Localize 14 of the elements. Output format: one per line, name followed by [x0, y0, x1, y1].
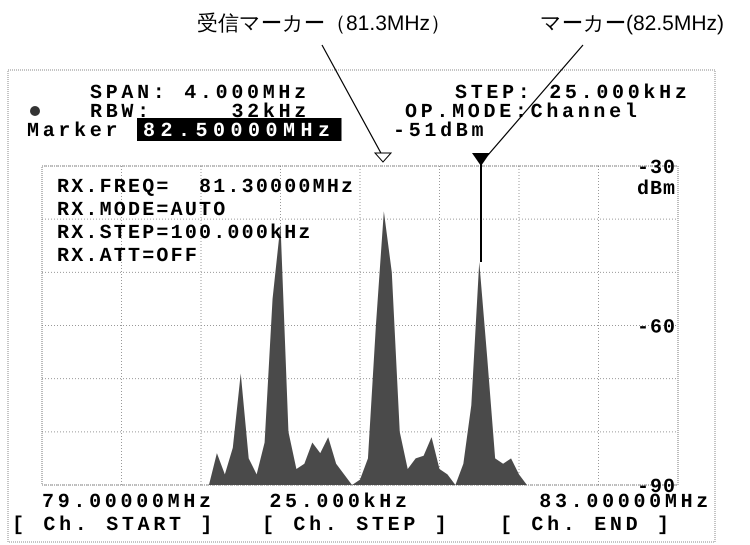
text: -51dBm [393, 120, 488, 143]
annotation: RX.MODE=AUTO [57, 199, 228, 222]
text: 25.000kHz [269, 491, 411, 514]
y-axis-title: dBm [636, 178, 676, 201]
y-tick-label: -60 [636, 316, 676, 340]
text: 79.00000MHz [42, 491, 215, 514]
y-tick-label: -30 [636, 157, 676, 180]
text: 受信マーカー（81.3MHz） [197, 12, 452, 35]
text: [ Ch. START ] [12, 514, 216, 537]
text: マーカー(82.5MHz) [540, 12, 724, 35]
text: [ Ch. END ] [500, 514, 673, 537]
annotation: RX.FREQ= 81.30000MHz [57, 176, 356, 199]
annotation: RX.ATT=OFF [57, 245, 200, 268]
text: [ Ch. STEP ] [262, 514, 450, 537]
